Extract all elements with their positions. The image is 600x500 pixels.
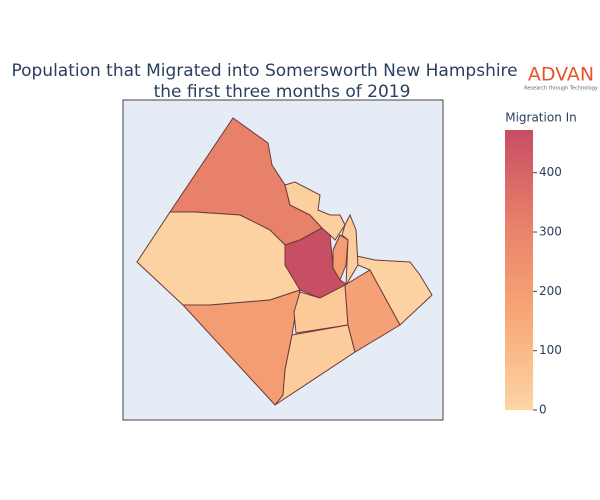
colorbar-tick-label: 400 bbox=[539, 165, 562, 179]
logo: ADVAN bbox=[528, 64, 594, 86]
colorbar-tick-label: 100 bbox=[539, 343, 562, 357]
colorbar-tick-label: 300 bbox=[539, 225, 562, 239]
logo-bg bbox=[524, 60, 600, 92]
region bbox=[344, 269, 401, 353]
colorbar bbox=[505, 130, 533, 410]
region bbox=[332, 234, 349, 282]
title-line: Population that Migrated into Somerswort… bbox=[11, 61, 538, 81]
region bbox=[350, 254, 433, 326]
logo-tagline: Research through Technology bbox=[524, 86, 598, 92]
colorbar-tick-label: 200 bbox=[539, 284, 562, 298]
region bbox=[341, 213, 359, 286]
colorbar-tick-label: 0 bbox=[539, 403, 547, 417]
colorbar-title: Migration In bbox=[505, 111, 577, 125]
title-line: the first three months of 2019 bbox=[154, 82, 411, 102]
